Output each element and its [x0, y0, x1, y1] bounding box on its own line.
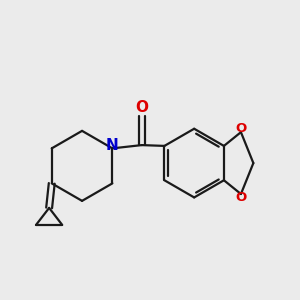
Text: O: O [135, 100, 148, 115]
Text: O: O [235, 122, 247, 135]
Text: O: O [235, 191, 247, 204]
Text: N: N [106, 138, 119, 153]
